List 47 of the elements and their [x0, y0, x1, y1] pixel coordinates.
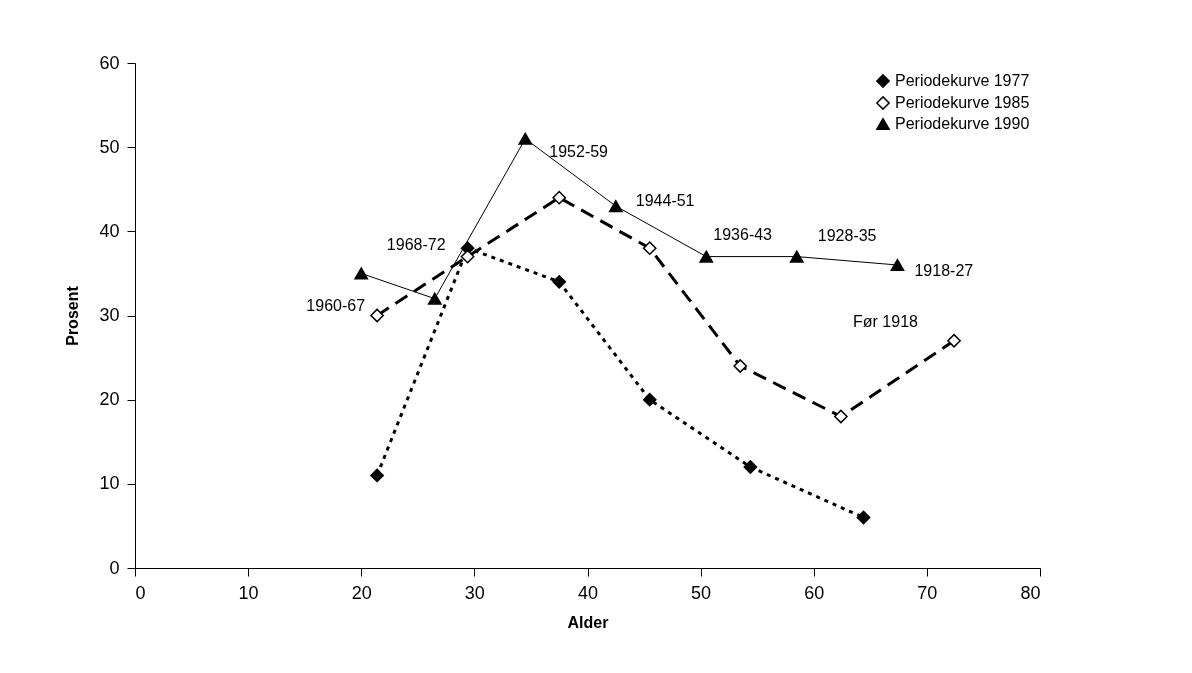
- annotation: 1918-27: [914, 262, 974, 279]
- annotation: Før 1918: [853, 312, 919, 330]
- point: [552, 190, 567, 205]
- annotation: 1952-59: [549, 142, 609, 160]
- x-tick-label: 80: [1020, 582, 1041, 603]
- point: [947, 333, 961, 348]
- point: [518, 132, 533, 145]
- y-tick-label: 10: [99, 473, 120, 494]
- y-tick-label: 20: [99, 389, 120, 410]
- point: [354, 267, 369, 280]
- x-tick-label: 0: [135, 582, 146, 603]
- annotation: 1928-35: [817, 226, 877, 244]
- point: [370, 308, 384, 323]
- point: [642, 392, 657, 407]
- legend-label: Periodekurve 1990: [895, 115, 1030, 132]
- annotation: 1968-72: [386, 236, 446, 254]
- x-tick-label: 10: [238, 582, 259, 603]
- y-tick-label: 0: [109, 557, 120, 578]
- point: [608, 200, 623, 213]
- point: [856, 510, 871, 525]
- point: [743, 460, 758, 474]
- y-tick-label: 50: [99, 136, 120, 157]
- x-tick-label: 30: [464, 582, 485, 603]
- annotation: 1960-67: [306, 296, 366, 314]
- x-tick-label: 20: [351, 582, 372, 603]
- y-tick-label: 60: [99, 52, 120, 73]
- x-tick-label: 50: [691, 582, 712, 603]
- x-tick-label: 60: [804, 582, 825, 603]
- x-tick-label: 70: [917, 582, 938, 603]
- point: [733, 359, 748, 373]
- point: [834, 409, 848, 424]
- y-axis-title: Prosent: [64, 285, 82, 346]
- point: [427, 292, 442, 305]
- point: [890, 258, 905, 272]
- point: [642, 241, 657, 256]
- point: [370, 468, 384, 483]
- x-axis-title: Alder: [567, 613, 609, 631]
- y-tick-label: 30: [99, 305, 120, 325]
- point: [789, 250, 804, 263]
- point: [552, 274, 567, 289]
- legend-label: Periodekurve 1977: [895, 72, 1030, 89]
- annotation: 1936-43: [713, 225, 773, 243]
- annotation: 1944-51: [635, 192, 695, 210]
- y-tick-label: 40: [99, 220, 120, 241]
- point: [699, 250, 714, 263]
- legend-label: Periodekurve 1985: [895, 94, 1030, 111]
- x-tick-label: 40: [577, 582, 599, 603]
